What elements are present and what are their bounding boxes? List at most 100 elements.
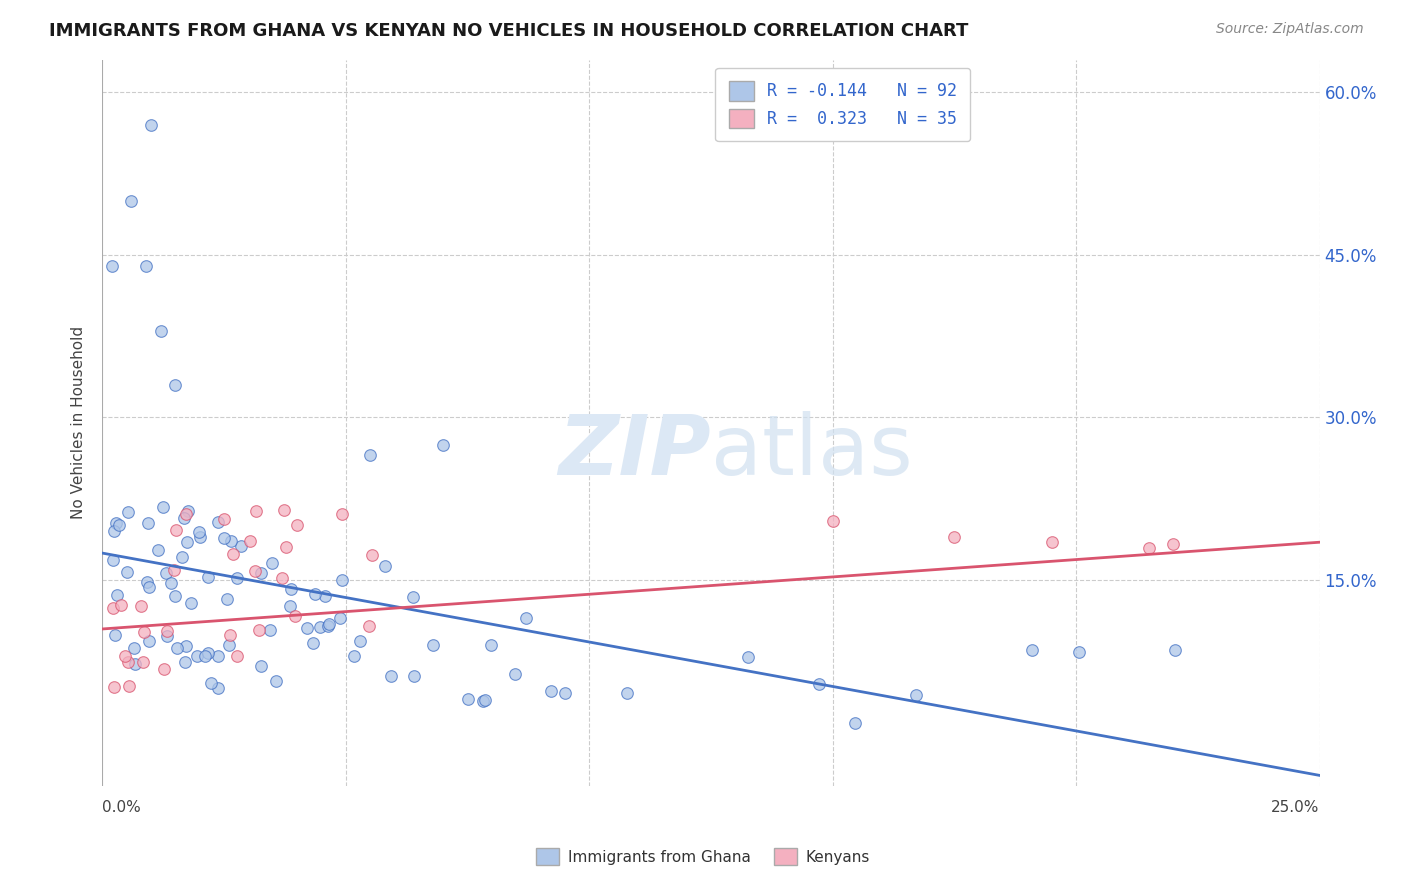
Point — [278, 599, 301, 614]
Point — [165, 523, 187, 537]
Point — [273, 503, 295, 517]
Point — [117, 566, 139, 580]
Point — [188, 524, 211, 539]
Point — [357, 619, 380, 633]
Point — [117, 505, 139, 519]
Point — [129, 599, 152, 613]
Point — [808, 677, 831, 691]
Point — [402, 669, 425, 683]
Point — [156, 624, 179, 638]
Point — [1137, 541, 1160, 555]
Point — [207, 516, 229, 530]
Text: 0.0%: 0.0% — [103, 800, 141, 815]
Point — [226, 571, 249, 585]
Point — [471, 694, 494, 708]
Point — [239, 533, 262, 548]
Point — [330, 507, 353, 521]
Point — [314, 589, 336, 603]
Point — [132, 625, 155, 640]
Y-axis label: No Vehicles in Household: No Vehicles in Household — [72, 326, 86, 519]
Point — [212, 512, 235, 526]
Point — [1040, 535, 1063, 549]
Point — [186, 648, 208, 663]
Point — [166, 640, 188, 655]
Point — [138, 634, 160, 648]
Point — [616, 686, 638, 700]
Point — [174, 507, 197, 521]
Point — [271, 571, 294, 585]
Point — [285, 518, 308, 533]
Point — [180, 596, 202, 610]
Point — [943, 530, 966, 544]
Point — [155, 566, 177, 580]
Text: Source: ZipAtlas.com: Source: ZipAtlas.com — [1216, 22, 1364, 37]
Point — [432, 437, 454, 451]
Point — [120, 194, 142, 208]
Point — [215, 591, 238, 606]
Point — [104, 516, 127, 530]
Legend: Immigrants from Ghana, Kenyans: Immigrants from Ghana, Kenyans — [530, 842, 876, 871]
Point — [177, 503, 200, 517]
Point — [295, 621, 318, 635]
Point — [197, 646, 219, 660]
Point — [284, 609, 307, 624]
Point — [103, 680, 125, 694]
Point — [301, 636, 323, 650]
Point — [155, 629, 177, 643]
Point — [110, 598, 132, 612]
Point — [117, 656, 139, 670]
Point — [308, 620, 330, 634]
Point — [457, 692, 479, 706]
Point — [274, 540, 297, 554]
Point — [503, 667, 526, 681]
Point — [176, 535, 198, 549]
Point — [250, 658, 273, 673]
Point — [247, 623, 270, 637]
Point — [329, 611, 352, 625]
Point — [821, 514, 844, 528]
Point — [474, 692, 496, 706]
Point — [226, 648, 249, 663]
Point — [316, 619, 339, 633]
Point — [103, 524, 125, 538]
Point — [515, 611, 537, 625]
Point — [349, 634, 371, 648]
Point — [402, 590, 425, 604]
Point — [193, 648, 215, 663]
Point — [844, 715, 866, 730]
Point — [554, 686, 576, 700]
Point — [132, 655, 155, 669]
Point — [1163, 537, 1185, 551]
Point — [219, 533, 242, 548]
Point — [737, 650, 759, 665]
Point — [160, 576, 183, 591]
Point — [218, 638, 240, 652]
Text: ZIP: ZIP — [558, 411, 711, 492]
Point — [139, 118, 162, 132]
Point — [105, 588, 128, 602]
Point — [479, 638, 502, 652]
Point — [152, 500, 174, 514]
Point — [207, 681, 229, 695]
Point — [200, 675, 222, 690]
Point — [905, 688, 928, 702]
Point — [165, 589, 187, 603]
Point — [101, 601, 124, 615]
Point — [174, 655, 197, 669]
Point — [101, 552, 124, 566]
Point — [124, 657, 146, 672]
Point — [152, 662, 174, 676]
Point — [114, 649, 136, 664]
Point — [1067, 644, 1090, 658]
Point — [214, 531, 236, 545]
Point — [135, 259, 157, 273]
Point — [101, 259, 124, 273]
Legend: R = -0.144   N = 92, R =  0.323   N = 35: R = -0.144 N = 92, R = 0.323 N = 35 — [716, 68, 970, 142]
Point — [229, 539, 252, 553]
Text: 25.0%: 25.0% — [1271, 800, 1320, 815]
Point — [176, 639, 198, 653]
Point — [197, 569, 219, 583]
Point — [374, 558, 396, 573]
Point — [207, 649, 229, 664]
Point — [259, 623, 281, 637]
